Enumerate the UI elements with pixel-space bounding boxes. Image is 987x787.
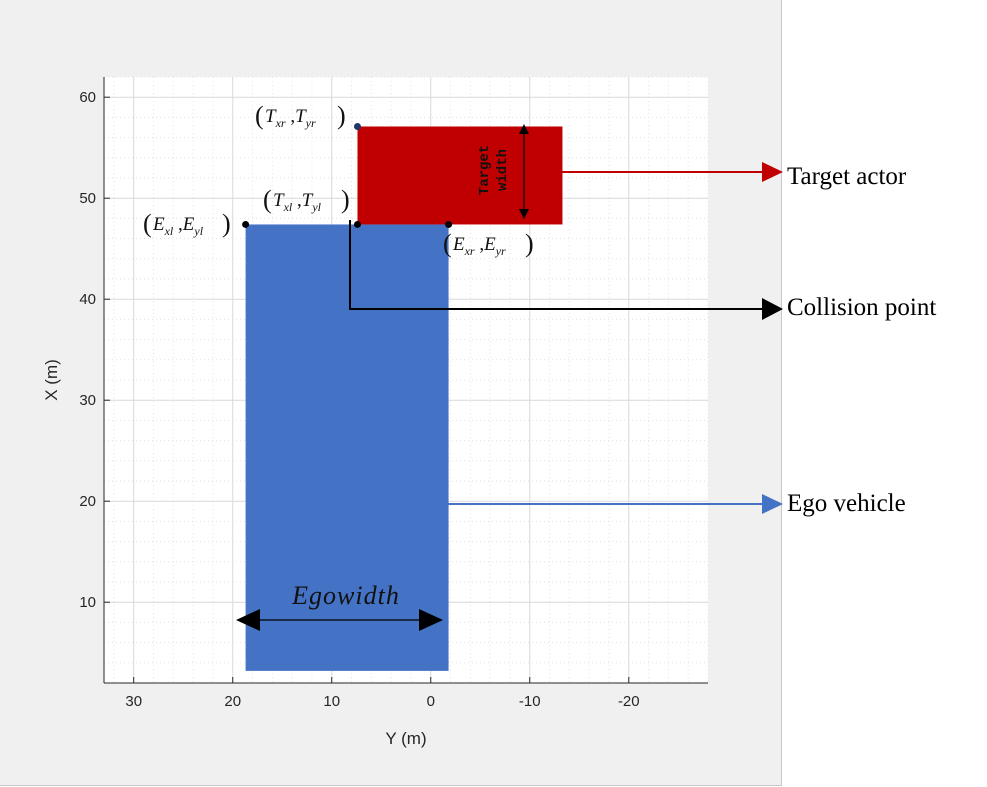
- x-tick-label: -20: [618, 693, 640, 710]
- y-tick-label: 10: [79, 594, 96, 611]
- y-axis-ticks: 10 20 30 40 50 60: [79, 89, 110, 611]
- point-label-Exl-Eyl: ( Exl ,Eyl ): [143, 209, 231, 238]
- svg-text:Txr ,Tyr: Txr ,Tyr: [265, 106, 316, 130]
- ego-vehicle-rect: [245, 224, 449, 671]
- axes: [103, 77, 708, 684]
- callout-target-actor: Target actor: [559, 162, 907, 190]
- x-tick-label: 10: [323, 693, 340, 710]
- corner-point-Exl_Eyl: [242, 220, 250, 228]
- svg-text:(: (: [263, 185, 272, 214]
- y-tick-label: 40: [79, 291, 96, 308]
- target-width-label-line1: Target: [477, 145, 493, 195]
- svg-text:(: (: [143, 209, 152, 238]
- x-axis-label: Y (m): [385, 729, 426, 748]
- target-actor-rect: [357, 126, 563, 225]
- y-axis-label: X (m): [42, 359, 61, 401]
- label-target-actor: Target actor: [787, 163, 907, 190]
- point-label-Txl-Tyl: ( Txl ,Tyl ): [263, 185, 350, 214]
- x-axis-ticks: 30 20 10 0 -10 -20: [125, 677, 640, 710]
- ego-width-dimension: Egowidth: [236, 581, 443, 631]
- x-tick-label: 30: [125, 693, 142, 710]
- target-width-label-line2: width: [495, 149, 511, 191]
- label-collision-point: Collision point: [787, 294, 936, 321]
- svg-text:(: (: [443, 229, 452, 258]
- x-tick-label: 20: [224, 693, 241, 710]
- corner-point-Txr_Tyr: [353, 122, 361, 130]
- y-tick-label: 60: [79, 89, 96, 106]
- y-tick-label: 20: [79, 493, 96, 510]
- point-label-Txr-Tyr: ( Txr ,Tyr ): [255, 101, 346, 130]
- svg-text:Txl ,Tyl: Txl ,Tyl: [273, 190, 322, 214]
- svg-text:): ): [337, 101, 346, 130]
- callout-ego-vehicle: Ego vehicle: [444, 490, 906, 517]
- svg-text:(: (: [255, 101, 264, 130]
- svg-text:): ): [525, 229, 534, 258]
- ego-width-label: Egowidth: [291, 581, 400, 610]
- callout-collision-point: Collision point: [349, 220, 936, 321]
- target-width-dimension: Target width: [477, 124, 529, 219]
- corner-points: [242, 122, 453, 228]
- svg-text:Exr ,Eyr: Exr ,Eyr: [452, 234, 506, 258]
- point-label-Exr-Eyr: ( Exr ,Eyr ): [443, 229, 534, 258]
- svg-text:Exl ,Eyl: Exl ,Eyl: [152, 214, 204, 238]
- x-tick-label: 0: [427, 693, 435, 710]
- corner-point-Exr_Eyr: [445, 220, 453, 228]
- y-tick-label: 50: [79, 190, 96, 207]
- corner-point-Txl_Tyl: [353, 220, 361, 228]
- x-tick-label: -10: [519, 693, 541, 710]
- y-tick-label: 30: [79, 392, 96, 409]
- svg-text:): ): [222, 209, 231, 238]
- svg-text:): ): [341, 185, 350, 214]
- label-ego-vehicle: Ego vehicle: [787, 490, 906, 517]
